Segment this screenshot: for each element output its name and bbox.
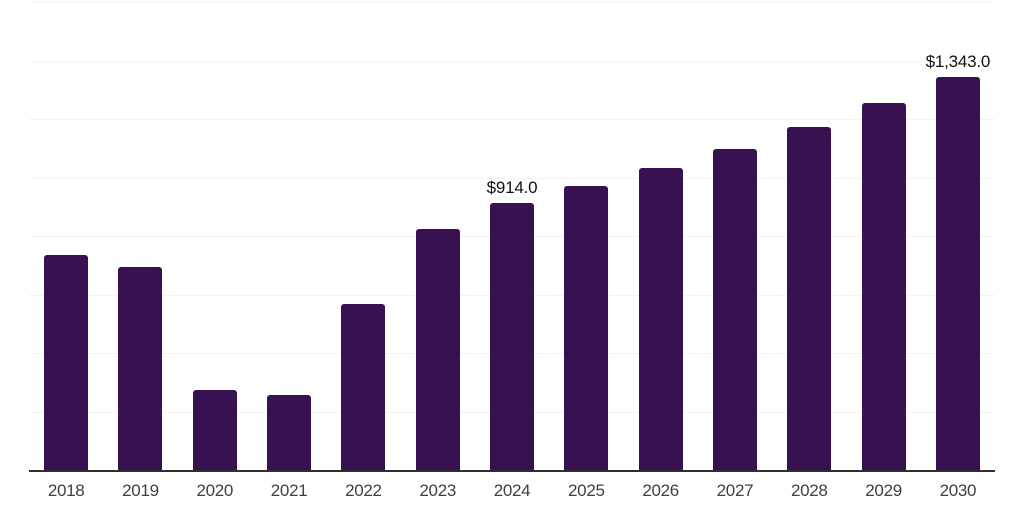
x-tick-label-2021: 2021 [270,481,308,500]
x-axis-tick-labels: 2018 2019 2020 2021 2022 2023 2024 2025 2026 2027… [29,481,995,501]
bar-2025[interactable] [564,185,609,470]
bar-2023[interactable] [415,228,460,470]
gridline [29,177,995,179]
x-tick-label-2027: 2027 [716,481,754,500]
bar-2029[interactable] [861,102,906,470]
gridline [29,2,995,3]
x-tick-label-2022: 2022 [345,481,382,500]
bar-2028[interactable] [787,127,832,470]
bar-band: $1,343.0 [921,2,995,470]
bar-2030[interactable]: $1,343.0 [926,52,990,470]
bar-band [29,2,103,470]
bar-band [624,2,698,470]
bar-band [103,2,177,470]
x-tick-label-2030: 2030 [939,481,977,500]
gridline [29,119,995,120]
bar-series: $914.0 $1,343.0 [29,2,995,470]
data-label-2024: $914.0 [486,177,538,197]
bar-band [549,2,623,470]
x-tick-label-2020: 2020 [196,481,234,500]
data-label-2030: $1,343.0 [925,52,991,72]
bar-2027[interactable] [712,148,757,470]
plot-area: $914.0 $1,343.0 [29,2,995,470]
x-tick-label-2019: 2019 [122,481,159,500]
bar-band [252,2,326,470]
x-tick-label-2029: 2029 [865,481,902,500]
x-tick-label-2028: 2028 [790,481,828,500]
x-tick-label-2023: 2023 [419,481,457,500]
bar-2019[interactable] [118,267,163,470]
gridline [29,60,995,62]
bar-band: $914.0 [475,2,549,470]
bar-band [846,2,920,470]
bar-2024[interactable]: $914.0 [487,178,538,470]
x-tick-label-2024: 2024 [493,481,531,500]
bar-2026[interactable] [638,168,683,470]
x-tick-label-2018: 2018 [47,481,85,500]
bar-band [401,2,475,470]
x-axis-line [29,470,995,472]
x-tick-label-2025: 2025 [568,481,605,500]
bar-band [698,2,772,470]
bar-band [772,2,846,470]
bar-2022[interactable] [341,303,386,470]
bar-2020[interactable] [192,390,237,470]
bar-band [178,2,252,470]
bar-band [326,2,400,470]
x-tick-label-2026: 2026 [642,481,679,500]
bar-2021[interactable] [267,394,312,470]
bar-2018[interactable] [44,255,89,470]
